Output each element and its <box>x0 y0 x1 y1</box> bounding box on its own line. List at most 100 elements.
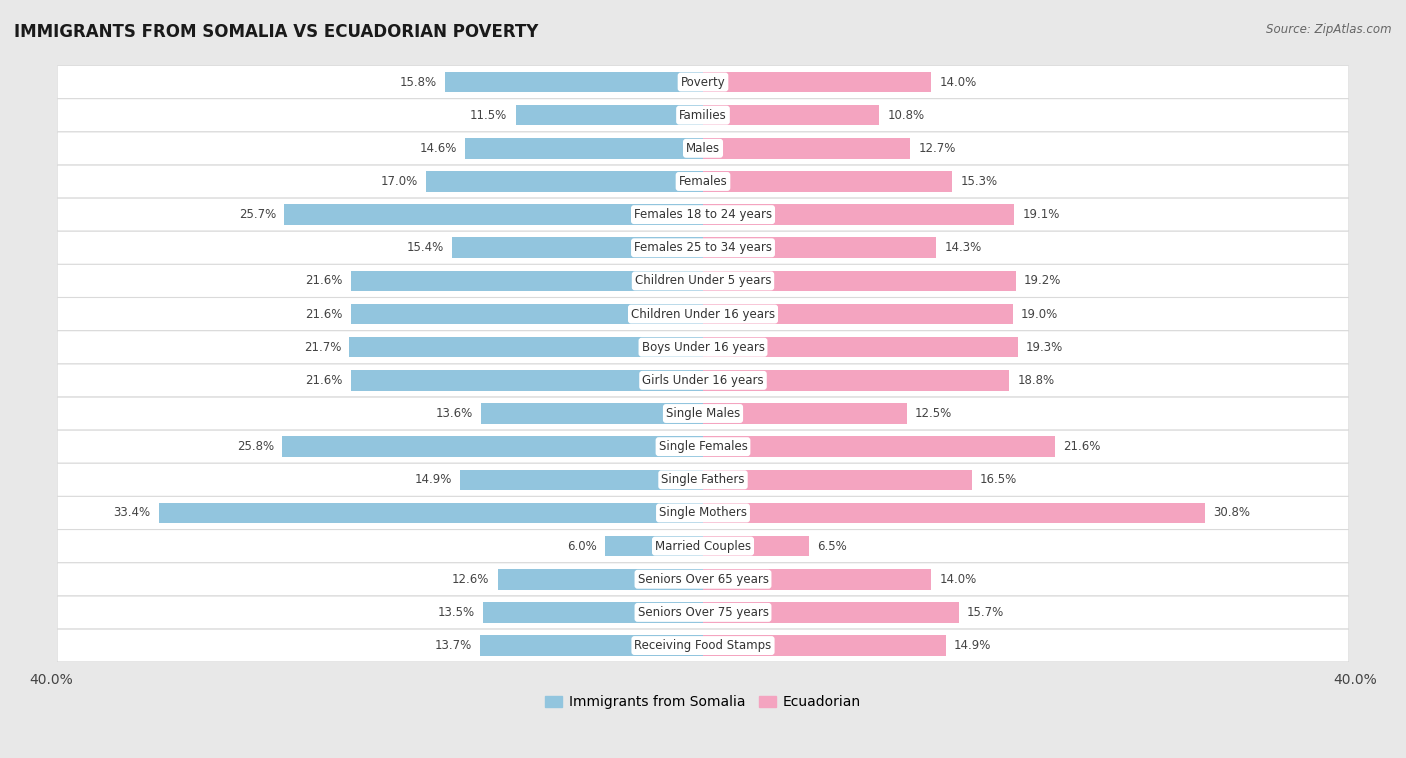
Text: Children Under 5 years: Children Under 5 years <box>634 274 772 287</box>
Bar <box>703 370 1010 390</box>
Bar <box>283 437 703 457</box>
Text: 25.7%: 25.7% <box>239 208 276 221</box>
Bar <box>703 271 1017 291</box>
Bar <box>605 536 703 556</box>
Text: 14.6%: 14.6% <box>419 142 457 155</box>
Text: 14.3%: 14.3% <box>945 241 981 254</box>
Bar <box>703 536 808 556</box>
FancyBboxPatch shape <box>58 496 1348 529</box>
Text: 12.7%: 12.7% <box>918 142 956 155</box>
Text: Girls Under 16 years: Girls Under 16 years <box>643 374 763 387</box>
Text: 19.0%: 19.0% <box>1021 308 1059 321</box>
Bar <box>703 138 910 158</box>
FancyBboxPatch shape <box>58 231 1348 264</box>
Bar <box>703 503 1205 523</box>
Text: 21.6%: 21.6% <box>305 274 343 287</box>
Text: Males: Males <box>686 142 720 155</box>
Text: 15.8%: 15.8% <box>401 76 437 89</box>
FancyBboxPatch shape <box>58 331 1348 363</box>
Text: 13.7%: 13.7% <box>434 639 471 652</box>
Text: Females 25 to 34 years: Females 25 to 34 years <box>634 241 772 254</box>
Text: 15.3%: 15.3% <box>960 175 998 188</box>
Text: Receiving Food Stamps: Receiving Food Stamps <box>634 639 772 652</box>
Text: 13.6%: 13.6% <box>436 407 474 420</box>
Text: 13.5%: 13.5% <box>437 606 475 619</box>
FancyBboxPatch shape <box>58 66 1348 99</box>
Bar <box>465 138 703 158</box>
Legend: Immigrants from Somalia, Ecuadorian: Immigrants from Somalia, Ecuadorian <box>540 690 866 715</box>
Text: 25.8%: 25.8% <box>238 440 274 453</box>
Text: Poverty: Poverty <box>681 76 725 89</box>
Text: 11.5%: 11.5% <box>470 108 508 122</box>
Bar <box>498 569 703 590</box>
Bar <box>703 237 936 258</box>
Bar <box>479 635 703 656</box>
Text: 16.5%: 16.5% <box>980 473 1018 487</box>
Text: IMMIGRANTS FROM SOMALIA VS ECUADORIAN POVERTY: IMMIGRANTS FROM SOMALIA VS ECUADORIAN PO… <box>14 23 538 41</box>
Bar <box>481 403 703 424</box>
Text: 21.7%: 21.7% <box>304 340 342 354</box>
FancyBboxPatch shape <box>58 99 1348 131</box>
Bar <box>482 602 703 622</box>
Bar <box>352 370 703 390</box>
FancyBboxPatch shape <box>58 530 1348 562</box>
Bar <box>352 271 703 291</box>
Text: 6.0%: 6.0% <box>567 540 598 553</box>
Bar <box>703 469 972 490</box>
FancyBboxPatch shape <box>58 298 1348 330</box>
Bar <box>703 437 1054 457</box>
Bar <box>284 205 703 225</box>
Text: 19.3%: 19.3% <box>1026 340 1063 354</box>
FancyBboxPatch shape <box>58 563 1348 596</box>
Bar <box>426 171 703 192</box>
Text: Single Females: Single Females <box>658 440 748 453</box>
FancyBboxPatch shape <box>58 596 1348 628</box>
Text: 19.2%: 19.2% <box>1024 274 1062 287</box>
Text: 10.8%: 10.8% <box>887 108 924 122</box>
FancyBboxPatch shape <box>58 364 1348 396</box>
Bar <box>703 205 1014 225</box>
Bar <box>703 602 959 622</box>
Text: 21.6%: 21.6% <box>305 308 343 321</box>
Bar <box>703 635 946 656</box>
Bar <box>159 503 703 523</box>
Text: 15.4%: 15.4% <box>406 241 444 254</box>
Text: Single Fathers: Single Fathers <box>661 473 745 487</box>
Bar <box>516 105 703 126</box>
Text: Married Couples: Married Couples <box>655 540 751 553</box>
Text: 12.6%: 12.6% <box>453 573 489 586</box>
Bar <box>352 304 703 324</box>
Text: 19.1%: 19.1% <box>1022 208 1060 221</box>
Bar <box>703 337 1018 358</box>
Text: 30.8%: 30.8% <box>1213 506 1250 519</box>
Text: 17.0%: 17.0% <box>381 175 418 188</box>
Bar <box>703 403 907 424</box>
Text: Single Mothers: Single Mothers <box>659 506 747 519</box>
Bar <box>703 72 931 92</box>
Text: 14.0%: 14.0% <box>939 76 977 89</box>
Text: Seniors Over 75 years: Seniors Over 75 years <box>637 606 769 619</box>
Text: 33.4%: 33.4% <box>114 506 150 519</box>
Text: Females 18 to 24 years: Females 18 to 24 years <box>634 208 772 221</box>
FancyBboxPatch shape <box>58 629 1348 662</box>
Bar <box>703 304 1012 324</box>
FancyBboxPatch shape <box>58 431 1348 463</box>
Text: Females: Females <box>679 175 727 188</box>
Bar <box>349 337 703 358</box>
FancyBboxPatch shape <box>58 397 1348 430</box>
Text: Seniors Over 65 years: Seniors Over 65 years <box>637 573 769 586</box>
Text: 18.8%: 18.8% <box>1018 374 1054 387</box>
Text: Families: Families <box>679 108 727 122</box>
FancyBboxPatch shape <box>58 464 1348 496</box>
Text: Children Under 16 years: Children Under 16 years <box>631 308 775 321</box>
Bar <box>703 105 879 126</box>
Bar <box>451 237 703 258</box>
FancyBboxPatch shape <box>58 132 1348 164</box>
Text: 14.9%: 14.9% <box>415 473 451 487</box>
FancyBboxPatch shape <box>58 165 1348 198</box>
Text: 14.9%: 14.9% <box>955 639 991 652</box>
Bar <box>703 171 952 192</box>
FancyBboxPatch shape <box>58 199 1348 231</box>
FancyBboxPatch shape <box>58 265 1348 297</box>
Bar <box>446 72 703 92</box>
